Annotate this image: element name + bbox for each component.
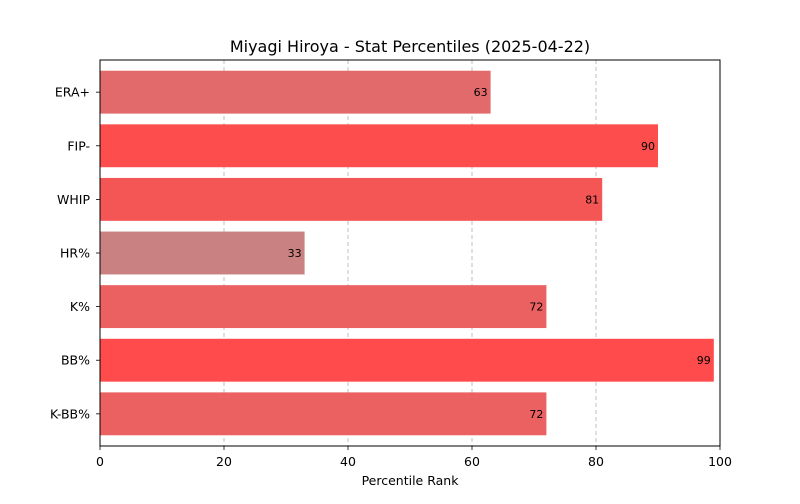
y-tick-label: BB% xyxy=(61,353,90,368)
bars xyxy=(100,70,714,436)
bar-value-label: 63 xyxy=(474,86,488,99)
x-tick-label: 100 xyxy=(708,454,732,469)
bar xyxy=(100,70,491,114)
bar xyxy=(100,392,547,436)
data-labels: 63 90 81 33 72 99 72 xyxy=(288,86,711,421)
y-tick-label: ERA+ xyxy=(55,85,90,100)
x-tick-label: 60 xyxy=(464,454,480,469)
bar-value-label: 33 xyxy=(288,247,302,260)
x-tick-label: 80 xyxy=(588,454,604,469)
bar-value-label: 72 xyxy=(529,408,543,421)
y-tick-label: K-BB% xyxy=(50,406,90,421)
bar xyxy=(100,177,603,221)
x-axis-ticks: 0 20 40 60 80 100 xyxy=(96,446,732,469)
bar xyxy=(100,285,547,329)
bar-value-label: 72 xyxy=(529,301,543,314)
y-tick-label: K% xyxy=(70,299,90,314)
bar xyxy=(100,338,714,382)
bar xyxy=(100,124,658,168)
bar-value-label: 81 xyxy=(585,193,599,206)
y-axis-ticks: ERA+ FIP- WHIP HR% K% BB% K-BB% xyxy=(50,85,100,421)
y-tick-label: WHIP xyxy=(57,192,90,207)
bar-value-label: 90 xyxy=(641,140,655,153)
bar-value-label: 99 xyxy=(697,354,711,367)
x-axis-label: Percentile Rank xyxy=(362,473,460,488)
chart-title: Miyagi Hiroya - Stat Percentiles (2025-0… xyxy=(230,37,590,56)
x-tick-label: 20 xyxy=(216,454,232,469)
bar xyxy=(100,231,305,275)
x-tick-label: 40 xyxy=(340,454,356,469)
x-tick-label: 0 xyxy=(96,454,104,469)
y-tick-label: FIP- xyxy=(67,138,90,153)
y-tick-label: HR% xyxy=(60,246,90,261)
